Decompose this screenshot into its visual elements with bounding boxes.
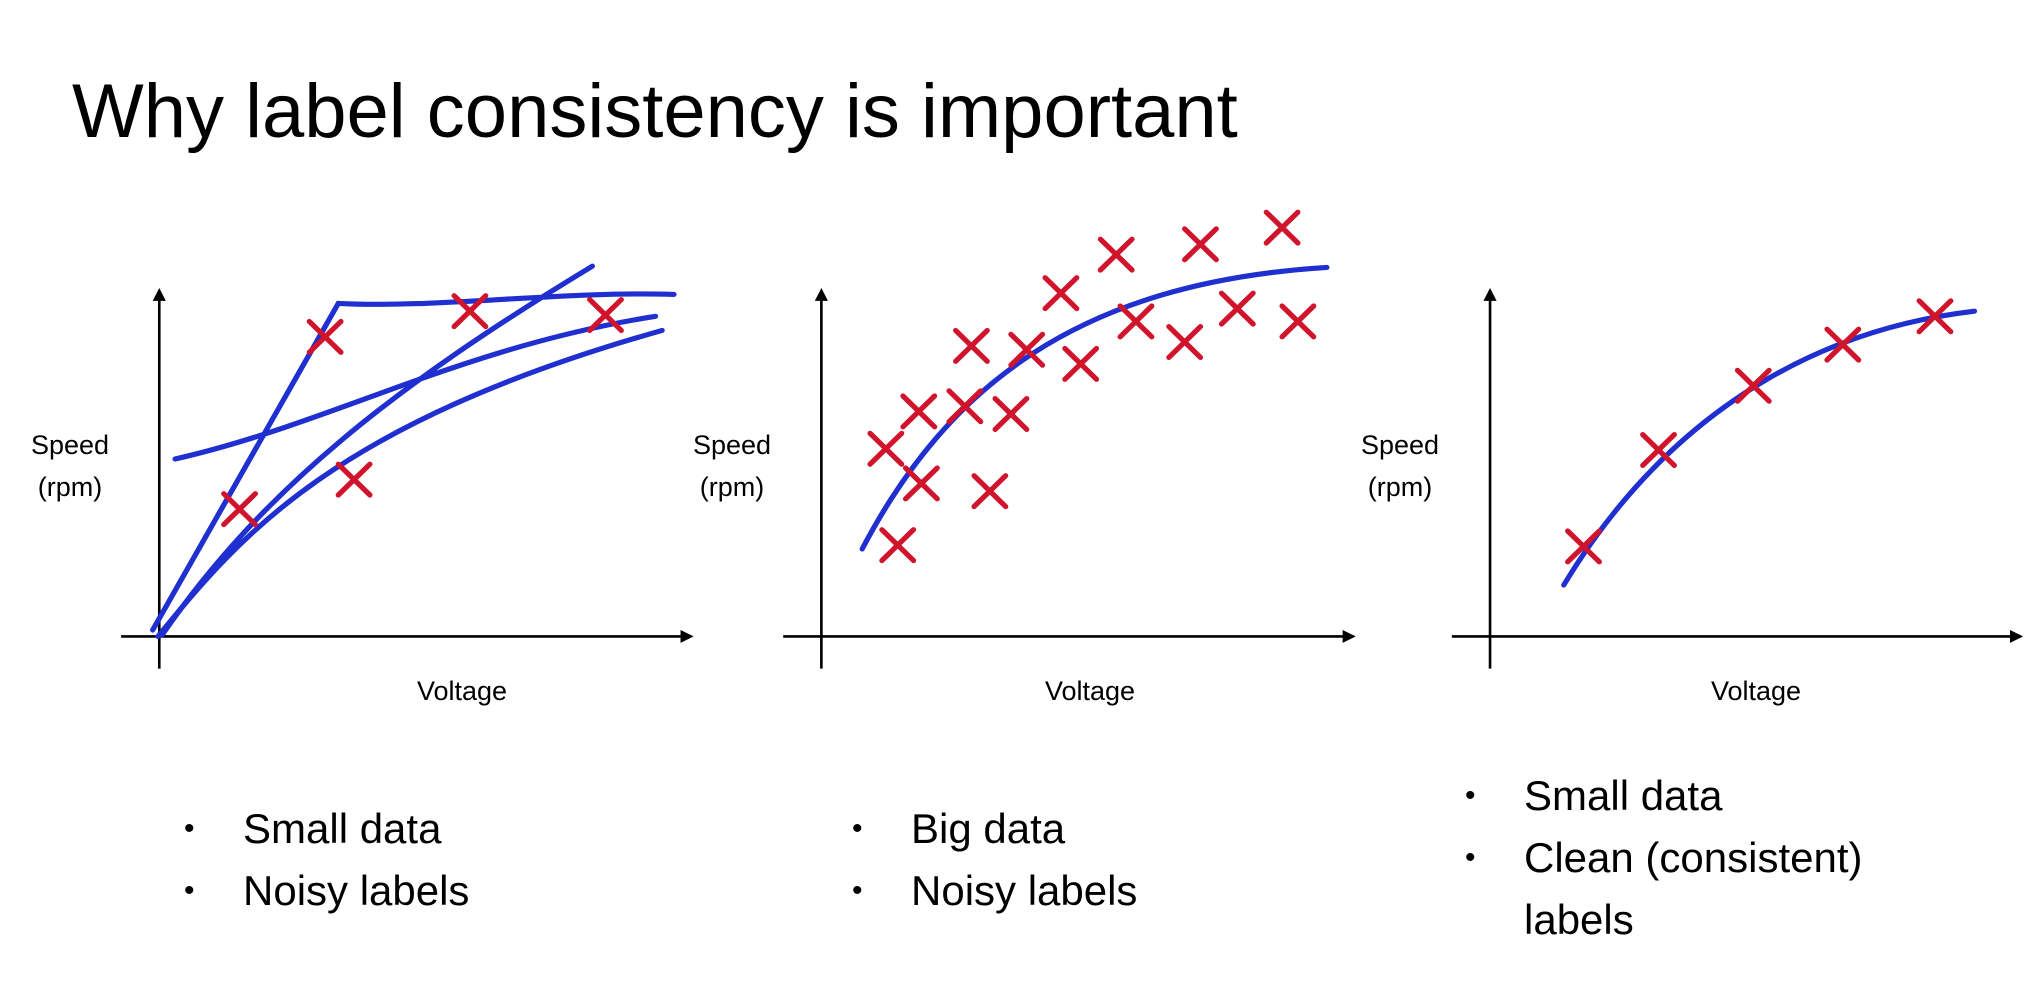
cross: [971, 473, 1009, 510]
x-axis-label: Voltage: [1044, 676, 1136, 706]
bullet: Noisy labels: [852, 860, 1311, 922]
cross: [306, 318, 344, 355]
bullet: Clean (consistent) labels: [1465, 827, 1924, 951]
y-axis-label-line: Speed: [30, 430, 110, 460]
bullet-list: Big dataNoisy labels: [852, 798, 1311, 922]
y-axis-label-line: (rpm): [1367, 472, 1433, 502]
cross: [1008, 331, 1046, 368]
cross: [1824, 326, 1862, 363]
y-axis-label-line: (rpm): [699, 472, 765, 502]
x-axis-label: Voltage: [1710, 676, 1802, 706]
y-axis-label: Speed (rpm): [10, 424, 130, 508]
cross: [1279, 303, 1317, 340]
cross: [1218, 290, 1256, 327]
cross: [1117, 303, 1155, 340]
cross: [867, 430, 905, 467]
bullet: Small data: [1465, 765, 1924, 827]
cross: [1097, 236, 1135, 273]
cross: [992, 396, 1030, 432]
cross: [1640, 432, 1677, 468]
cross: [451, 293, 489, 330]
y-axis-label: Speed (rpm): [672, 424, 792, 508]
fit-curves: [150, 263, 1978, 639]
cross: [900, 393, 938, 430]
bullet: Noisy labels: [184, 860, 643, 922]
axes: [121, 288, 2024, 669]
y-axis-label-line: Speed: [1360, 430, 1440, 460]
cross: [1182, 226, 1219, 263]
y-axis-label-line: (rpm): [37, 472, 103, 502]
cross: [1916, 298, 1954, 335]
cross: [1166, 324, 1204, 360]
label-points: [221, 209, 1954, 565]
cross: [902, 465, 940, 502]
cross: [946, 388, 984, 425]
bullet: Small data: [184, 798, 643, 860]
bullet-list: Small dataNoisy labels: [184, 798, 643, 922]
cross: [335, 461, 373, 498]
cross: [1734, 367, 1772, 404]
cross: [1263, 209, 1301, 246]
bullet-list: Small dataClean (consistent) labels: [1465, 765, 1924, 951]
cross: [1062, 345, 1100, 382]
cross: [953, 327, 990, 364]
y-axis-label-line: Speed: [692, 430, 772, 460]
slide-title: Why label consistency is important: [72, 69, 1238, 154]
bullet: Big data: [852, 798, 1311, 860]
cross: [587, 297, 624, 333]
cross: [1042, 275, 1080, 312]
x-axis-label: Voltage: [416, 676, 508, 706]
cross: [221, 491, 258, 528]
cross: [879, 527, 917, 564]
y-axis-label: Speed (rpm): [1340, 424, 1460, 508]
cross: [1565, 528, 1602, 565]
